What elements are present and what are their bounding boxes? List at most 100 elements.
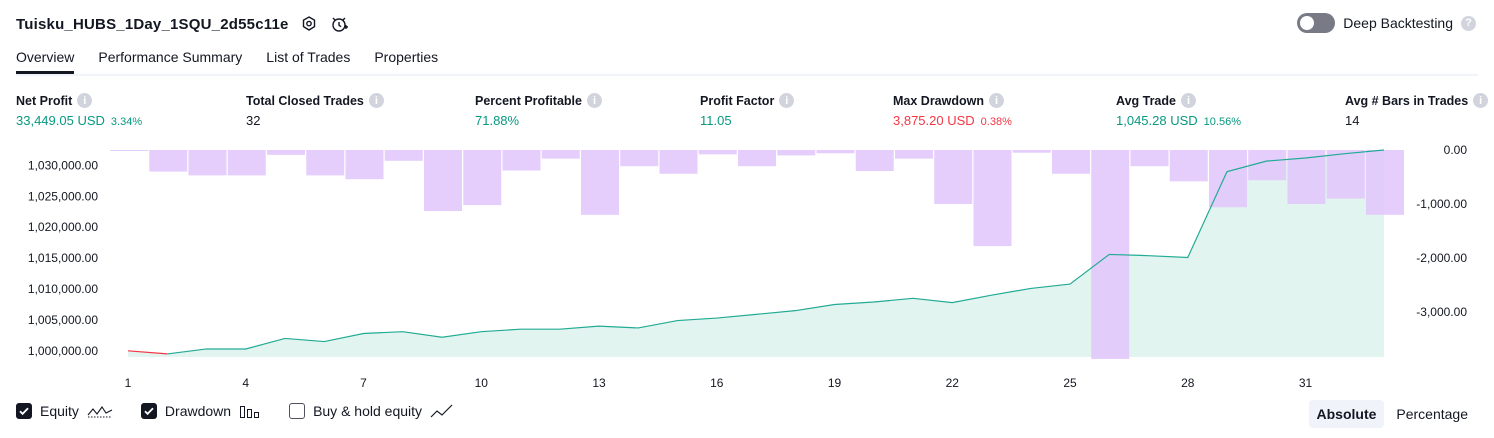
equity-area [128, 150, 1384, 357]
drawdown-bar [424, 150, 462, 212]
checkbox-buy-hold[interactable] [289, 403, 306, 419]
drawdown-bar [698, 150, 737, 155]
checkbox-drawdown[interactable] [140, 403, 157, 419]
y-right-tick-label: -3,000.00 [1416, 305, 1467, 319]
legend-buy-hold[interactable]: Buy & hold equity [289, 403, 454, 419]
drawdown-bar [738, 150, 776, 167]
legend-equity-label: Equity [40, 403, 79, 419]
drawdown-bar [110, 150, 148, 151]
drawdown-bar [1169, 150, 1208, 182]
drawdown-bar [541, 150, 580, 159]
x-tick-label: 16 [710, 376, 724, 390]
info-icon[interactable]: i [1180, 93, 1196, 108]
drawdown-bar [384, 150, 423, 161]
tab-bar: Overview Performance Summary List of Tra… [16, 44, 1478, 76]
drawdown-bar [345, 150, 384, 180]
x-tick-label: 1 [125, 376, 132, 390]
stat-value: 32 [246, 113, 261, 128]
drawdown-bar [188, 150, 227, 176]
drawdown-bar [620, 150, 659, 167]
drawdown-bar [149, 150, 188, 172]
chart-mode-switch: Absolute Percentage [1308, 400, 1477, 428]
equity-line [167, 149, 1385, 355]
stat-label: Max Drawdown [893, 93, 984, 108]
equity-line-icon [87, 406, 113, 418]
drawdown-bar [1130, 150, 1169, 167]
strategy-title: Tuisku_HUBS_1Day_1SQU_2d55c11e [16, 15, 289, 33]
stat-label: Avg Trade [1116, 93, 1176, 108]
stat-percent-profitable: Percent Profitable i 71.88% [475, 93, 602, 128]
stat-label: Total Closed Trades [246, 93, 364, 108]
toggle-knob [1300, 16, 1315, 30]
info-icon[interactable]: i [368, 93, 384, 108]
x-tick-label: 28 [1181, 376, 1195, 390]
y-right-tick-label: 0.00 [1444, 143, 1468, 157]
stat-value: 71.88% [475, 113, 520, 128]
stat-value: 1,045.28 USD [1116, 113, 1198, 128]
drawdown-bar [895, 150, 933, 159]
deep-backtesting-toggle[interactable] [1297, 13, 1336, 33]
buy-hold-line-icon [430, 404, 453, 418]
mode-absolute-button[interactable]: Absolute [1308, 400, 1385, 428]
y-right-tick-label: -1,000.00 [1416, 197, 1467, 211]
checkbox-equity[interactable] [16, 403, 32, 419]
info-icon[interactable]: i [77, 93, 93, 108]
drawdown-bar [581, 150, 619, 215]
legend-equity[interactable]: Equity [16, 403, 113, 419]
drawdown-bar [659, 150, 698, 174]
drawdown-bars-icon [240, 406, 260, 418]
stat-max-drawdown: Max Drawdown i 3,875.20 USD 0.38% [893, 93, 1012, 128]
stat-label: Profit Factor [700, 93, 775, 108]
y-left-tick-label: 1,010,000.00 [28, 282, 98, 296]
stat-value: 14 [1345, 113, 1360, 128]
x-tick-label: 10 [475, 376, 489, 390]
x-tick-label: 4 [242, 376, 249, 390]
legend-drawdown-label: Drawdown [164, 403, 232, 419]
tab-overview[interactable]: Overview [16, 44, 75, 74]
tab-performance-summary[interactable]: Performance Summary [98, 49, 243, 65]
drawdown-bar [777, 150, 816, 156]
help-icon[interactable]: ? [1461, 15, 1476, 31]
drawdown-bar [1052, 150, 1090, 174]
y-left-tick-label: 1,015,000.00 [28, 251, 98, 265]
x-tick-label: 22 [946, 376, 960, 390]
stat-value: 3,875.20 USD [893, 113, 975, 128]
tab-list-of-trades[interactable]: List of Trades [266, 49, 351, 65]
x-tick-label: 7 [360, 376, 367, 390]
stat-profit-factor: Profit Factor i 11.05 [700, 93, 795, 128]
info-icon[interactable]: i [1473, 93, 1489, 108]
drawdown-bar [306, 150, 345, 176]
stat-net-profit: Net Profit i 33,449.05 USD 3.34% [16, 93, 142, 128]
drawdown-bar [973, 150, 1012, 247]
stat-value: 11.05 [700, 113, 732, 128]
stat-percent: 3.34% [110, 116, 143, 128]
mode-percentage-button[interactable]: Percentage [1396, 406, 1468, 422]
legend-drawdown[interactable]: Drawdown [140, 403, 261, 419]
y-left-tick-label: 1,000,000.00 [28, 344, 98, 358]
stat-percent: 0.38% [980, 116, 1012, 128]
y-left-tick-label: 1,025,000.00 [28, 189, 98, 203]
drawdown-bar [1012, 150, 1051, 153]
stat-percent: 10.56% [1203, 116, 1241, 128]
chart-legend: Equity Drawdown Buy & hold equity [16, 403, 454, 419]
drawdown-bar [1248, 150, 1287, 181]
stat-value: 33,449.05 USD [16, 113, 105, 128]
drawdown-bar [463, 150, 502, 206]
x-tick-label: 19 [828, 376, 842, 390]
drawdown-bar [934, 150, 973, 205]
info-icon[interactable]: i [779, 93, 795, 108]
info-icon[interactable]: i [586, 93, 602, 108]
stat-total-closed-trades: Total Closed Trades i 32 [246, 93, 384, 128]
strategy-header: Tuisku_HUBS_1Day_1SQU_2d55c11e [16, 12, 349, 36]
equity-drawdown-chart[interactable]: 1,000,000.00 1,005,000.00 1,010,000.00 1,01… [0, 138, 1494, 396]
x-tick-label: 25 [1063, 376, 1077, 390]
settings-icon[interactable] [299, 14, 319, 34]
legend-buy-hold-label: Buy & hold equity [313, 403, 423, 419]
y-left-tick-label: 1,030,000.00 [28, 158, 98, 172]
tab-properties[interactable]: Properties [374, 49, 439, 65]
stat-avg-trade: Avg Trade i 1,045.28 USD 10.56% [1116, 93, 1241, 128]
info-icon[interactable]: i [989, 93, 1004, 108]
drawdown-bar [227, 150, 266, 176]
drawdown-bar [816, 150, 855, 154]
alert-add-icon[interactable] [329, 14, 349, 34]
